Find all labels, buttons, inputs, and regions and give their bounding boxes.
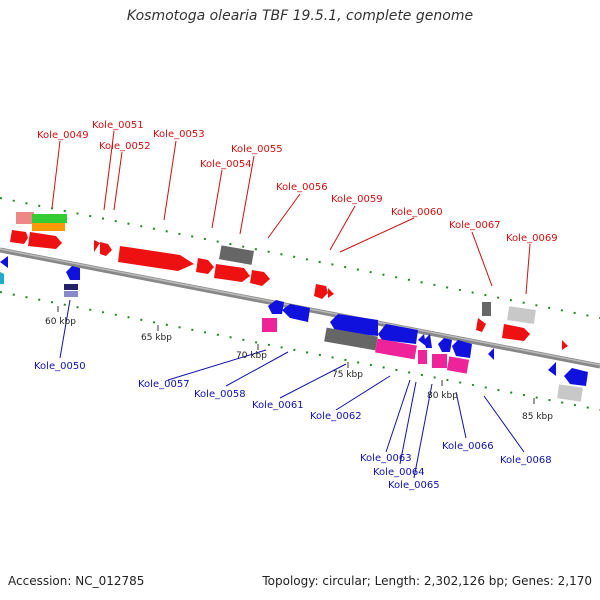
gene-arrow (476, 318, 486, 332)
gene-arrow (0, 256, 8, 268)
scale-label: 70 kbp (236, 351, 267, 361)
scale-labels: 60 kbp 65 kbp 70 kbp 75 kbp 80 kbp 85 kb… (45, 317, 553, 422)
gene-box-orange (32, 223, 65, 231)
gene-box-pink (446, 356, 470, 374)
gene-arrow (562, 340, 568, 350)
scale-label: 75 kbp (332, 370, 363, 380)
gene-label: Kole_0063 (360, 453, 412, 464)
gene-box-gray (324, 327, 378, 351)
gene-arrow (418, 334, 426, 346)
gene-arrow (328, 288, 334, 298)
gene-arrow (66, 266, 80, 280)
gene-label: Kole_0051 (92, 120, 144, 131)
gene-arrow (564, 368, 588, 386)
gene-label: Kole_0060 (391, 207, 443, 218)
gene-arrow (502, 324, 530, 341)
gene-arrow (118, 246, 194, 271)
gene-arrow (548, 362, 556, 376)
gene-label: Kole_0066 (442, 441, 494, 452)
scale-label: 60 kbp (45, 317, 76, 327)
gene-label: Kole_0065 (388, 480, 440, 491)
gene-label: Kole_0054 (200, 159, 252, 170)
gene-label: Kole_0055 (231, 144, 283, 155)
gene-box-pink (375, 338, 417, 360)
gene-label: Kole_0053 (153, 129, 205, 140)
gene-label: Kole_0064 (373, 467, 425, 478)
gene-label: Kole_0052 (99, 141, 151, 152)
bottom-gene-labels: Kole_0050 Kole_0057 Kole_0058 Kole_0061 … (34, 361, 552, 491)
gene-arrow (268, 300, 284, 314)
gene-label: Kole_0067 (449, 220, 501, 231)
scale-ticks (57, 306, 535, 404)
gene-arrow (94, 240, 100, 252)
forward-genes (10, 212, 568, 350)
gene-arrow (282, 304, 310, 322)
gene-arrow (10, 230, 28, 244)
leader-lines-bottom (59, 299, 525, 479)
top-gene-labels: Kole_0049 Kole_0051 Kole_0052 Kole_0053 … (37, 120, 558, 244)
gene-label: Kole_0049 (37, 130, 89, 141)
leader-lines-top (51, 130, 531, 295)
genome-info-label: Topology: circular; Length: 2,302,126 bp… (262, 574, 592, 588)
scale-label: 65 kbp (141, 333, 172, 343)
gene-arrow (250, 270, 270, 286)
accession-label: Accession: NC_012785 (8, 574, 145, 588)
scale-label: 80 kbp (427, 391, 458, 401)
gene-arrow (438, 338, 452, 352)
gene-arrow (488, 348, 494, 360)
gene-box-salmon (16, 212, 34, 224)
gene-arrow (378, 324, 418, 344)
gene-box-light-gray (507, 306, 536, 324)
guide-lines (0, 197, 600, 411)
gene-box-navy (64, 284, 78, 290)
reverse-genes (0, 256, 588, 402)
gene-label: Kole_0062 (310, 411, 362, 422)
gene-box-gray (482, 302, 491, 316)
gene-box-pink (262, 318, 277, 332)
gene-box-light-gray (557, 384, 583, 402)
gene-label: Kole_0056 (276, 182, 328, 193)
gene-arrow (452, 340, 472, 358)
gene-label: Kole_0058 (194, 389, 246, 400)
gene-arrow (100, 242, 112, 256)
gene-label: Kole_0068 (500, 455, 552, 466)
gene-label: Kole_0057 (138, 379, 190, 390)
gene-label: Kole_0069 (506, 233, 558, 244)
gene-box-green (32, 214, 67, 223)
map-title: Kosmotoga olearia TBF 19.5.1, complete g… (126, 8, 474, 24)
scale-label: 85 kbp (522, 412, 553, 422)
gene-box-pink (418, 350, 427, 364)
gene-label: Kole_0061 (252, 400, 304, 411)
gene-arrow (424, 334, 432, 348)
gene-box-gray (219, 245, 254, 265)
gene-box-pink (432, 354, 447, 368)
gene-arrow (28, 232, 62, 249)
gene-box-purple (64, 291, 78, 297)
gene-arrow (0, 272, 4, 284)
gene-label: Kole_0059 (331, 194, 383, 205)
gene-label: Kole_0050 (34, 361, 86, 372)
gene-arrow (196, 258, 214, 274)
gene-arrow (214, 264, 250, 282)
gene-arrow (314, 284, 328, 299)
